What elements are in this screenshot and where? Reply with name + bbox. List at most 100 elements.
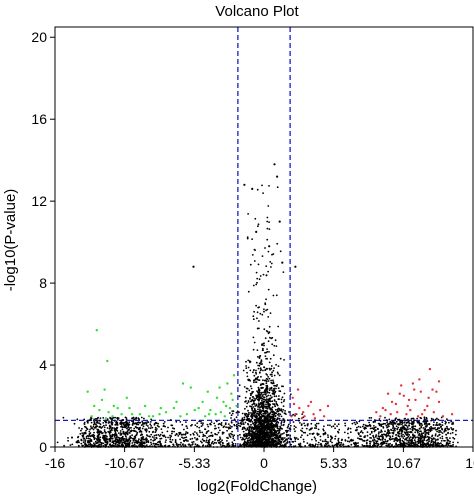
data-point — [265, 398, 268, 400]
data-point — [264, 421, 267, 423]
data-point — [126, 433, 129, 436]
data-point — [252, 436, 254, 438]
data-point — [261, 406, 264, 409]
data-point — [265, 409, 268, 412]
data-point — [267, 205, 270, 207]
data-point — [422, 420, 425, 423]
data-point — [403, 435, 406, 438]
data-point — [231, 398, 234, 402]
data-point — [255, 419, 258, 422]
data-point — [243, 386, 246, 388]
data-point — [399, 445, 402, 447]
data-point — [103, 430, 106, 433]
data-point — [347, 436, 350, 439]
data-point — [435, 390, 438, 393]
data-point — [408, 439, 411, 441]
data-point — [260, 361, 262, 363]
data-point — [77, 435, 80, 438]
data-point — [267, 424, 270, 426]
data-point — [97, 436, 100, 438]
data-point — [309, 443, 312, 446]
data-point — [247, 423, 250, 426]
data-point — [311, 438, 313, 441]
data-point — [259, 428, 262, 431]
data-point — [151, 426, 154, 429]
data-point — [309, 432, 311, 435]
data-point — [287, 434, 290, 436]
data-point — [263, 344, 265, 347]
data-point — [189, 433, 192, 436]
data-point — [237, 422, 240, 425]
data-point — [279, 390, 282, 393]
data-point — [84, 425, 86, 428]
data-point — [231, 430, 234, 433]
data-point — [378, 437, 381, 440]
data-point — [267, 414, 270, 416]
data-point — [99, 419, 101, 422]
data-point — [174, 441, 177, 443]
data-point — [266, 238, 269, 241]
data-point — [266, 308, 269, 311]
data-point — [272, 418, 275, 420]
data-point — [430, 417, 433, 420]
data-point — [253, 438, 256, 440]
data-point — [384, 433, 386, 436]
data-point — [246, 375, 249, 378]
data-point — [178, 433, 181, 436]
data-point — [67, 439, 69, 442]
data-point — [193, 408, 196, 412]
data-point — [142, 421, 144, 424]
data-point — [384, 416, 386, 419]
data-point — [159, 406, 162, 410]
data-point — [111, 444, 114, 446]
data-point — [344, 424, 347, 427]
data-point — [264, 351, 266, 354]
data-point — [434, 434, 437, 437]
data-point — [206, 390, 209, 393]
data-point — [81, 435, 84, 438]
data-point — [282, 271, 285, 273]
data-point — [214, 439, 216, 441]
data-point — [385, 424, 388, 427]
data-point — [395, 425, 398, 428]
data-point — [300, 436, 302, 439]
data-point — [426, 423, 428, 425]
data-point — [254, 430, 257, 433]
data-point — [200, 425, 203, 428]
data-point — [170, 424, 173, 427]
data-point — [256, 410, 259, 413]
data-point — [380, 430, 383, 433]
data-point — [247, 378, 250, 381]
data-point — [189, 444, 192, 446]
data-point — [368, 421, 370, 424]
data-point — [256, 349, 259, 351]
data-point — [434, 439, 437, 441]
data-point — [229, 425, 232, 427]
data-point — [312, 413, 315, 416]
data-point — [260, 444, 262, 447]
data-point — [290, 415, 293, 418]
data-point — [419, 416, 422, 419]
data-point — [427, 443, 430, 446]
data-point — [250, 412, 252, 414]
data-point — [104, 434, 107, 437]
data-point — [276, 435, 279, 438]
data-point — [93, 421, 96, 423]
data-point — [422, 443, 425, 446]
data-point — [421, 424, 423, 426]
data-point — [284, 439, 286, 442]
data-point — [286, 419, 289, 421]
data-point — [384, 422, 387, 425]
data-point — [262, 379, 264, 382]
data-point — [210, 442, 213, 445]
data-point — [85, 429, 87, 432]
data-point — [360, 430, 363, 432]
data-point — [186, 427, 189, 429]
data-point — [185, 413, 189, 416]
data-point — [142, 442, 145, 445]
data-point — [112, 441, 115, 444]
data-point — [125, 431, 127, 434]
data-point — [402, 425, 405, 428]
data-point — [268, 331, 271, 334]
data-point — [135, 434, 138, 436]
